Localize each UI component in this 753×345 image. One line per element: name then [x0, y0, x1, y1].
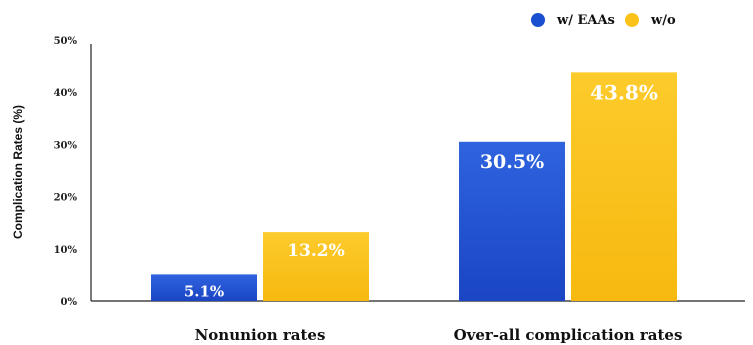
data-label: 43.8%	[590, 80, 658, 104]
y-tick-labels: 0% 10% 20% 30% 40% 50%	[54, 36, 78, 308]
y-tick-label: 30%	[54, 140, 78, 151]
data-label: 5.1%	[184, 282, 224, 300]
category-label: Nonunion rates	[195, 326, 326, 344]
y-axis-title: Complication Rates (%)	[11, 105, 25, 239]
bar-w-eaas-overall	[459, 141, 565, 301]
legend-label: w/ EAAs	[556, 13, 615, 28]
category-labels: Nonunion rates Over-all complication rate…	[195, 326, 683, 344]
data-label: 30.5%	[480, 151, 544, 173]
bar-w-o-nonunion	[263, 232, 369, 301]
data-label: 13.2%	[287, 241, 345, 261]
bar-w-eaas-nonunion	[151, 274, 257, 301]
legend-swatch	[531, 13, 545, 27]
bar-w-o-overall	[571, 72, 677, 301]
category-label: Over-all complication rates	[454, 326, 683, 344]
y-tick-label: 10%	[54, 245, 78, 256]
legend-swatch	[625, 13, 639, 27]
data-labels: 5.1% 30.5% 13.2% 43.8%	[184, 80, 658, 300]
bars	[151, 72, 677, 301]
legend: w/ EAAs w/o	[531, 13, 676, 28]
y-tick-label: 40%	[54, 88, 78, 99]
y-tick-label: 20%	[54, 193, 78, 204]
y-tick-label: 0%	[61, 297, 78, 308]
y-tick-label: 50%	[54, 36, 78, 47]
legend-label: w/o	[650, 13, 676, 28]
